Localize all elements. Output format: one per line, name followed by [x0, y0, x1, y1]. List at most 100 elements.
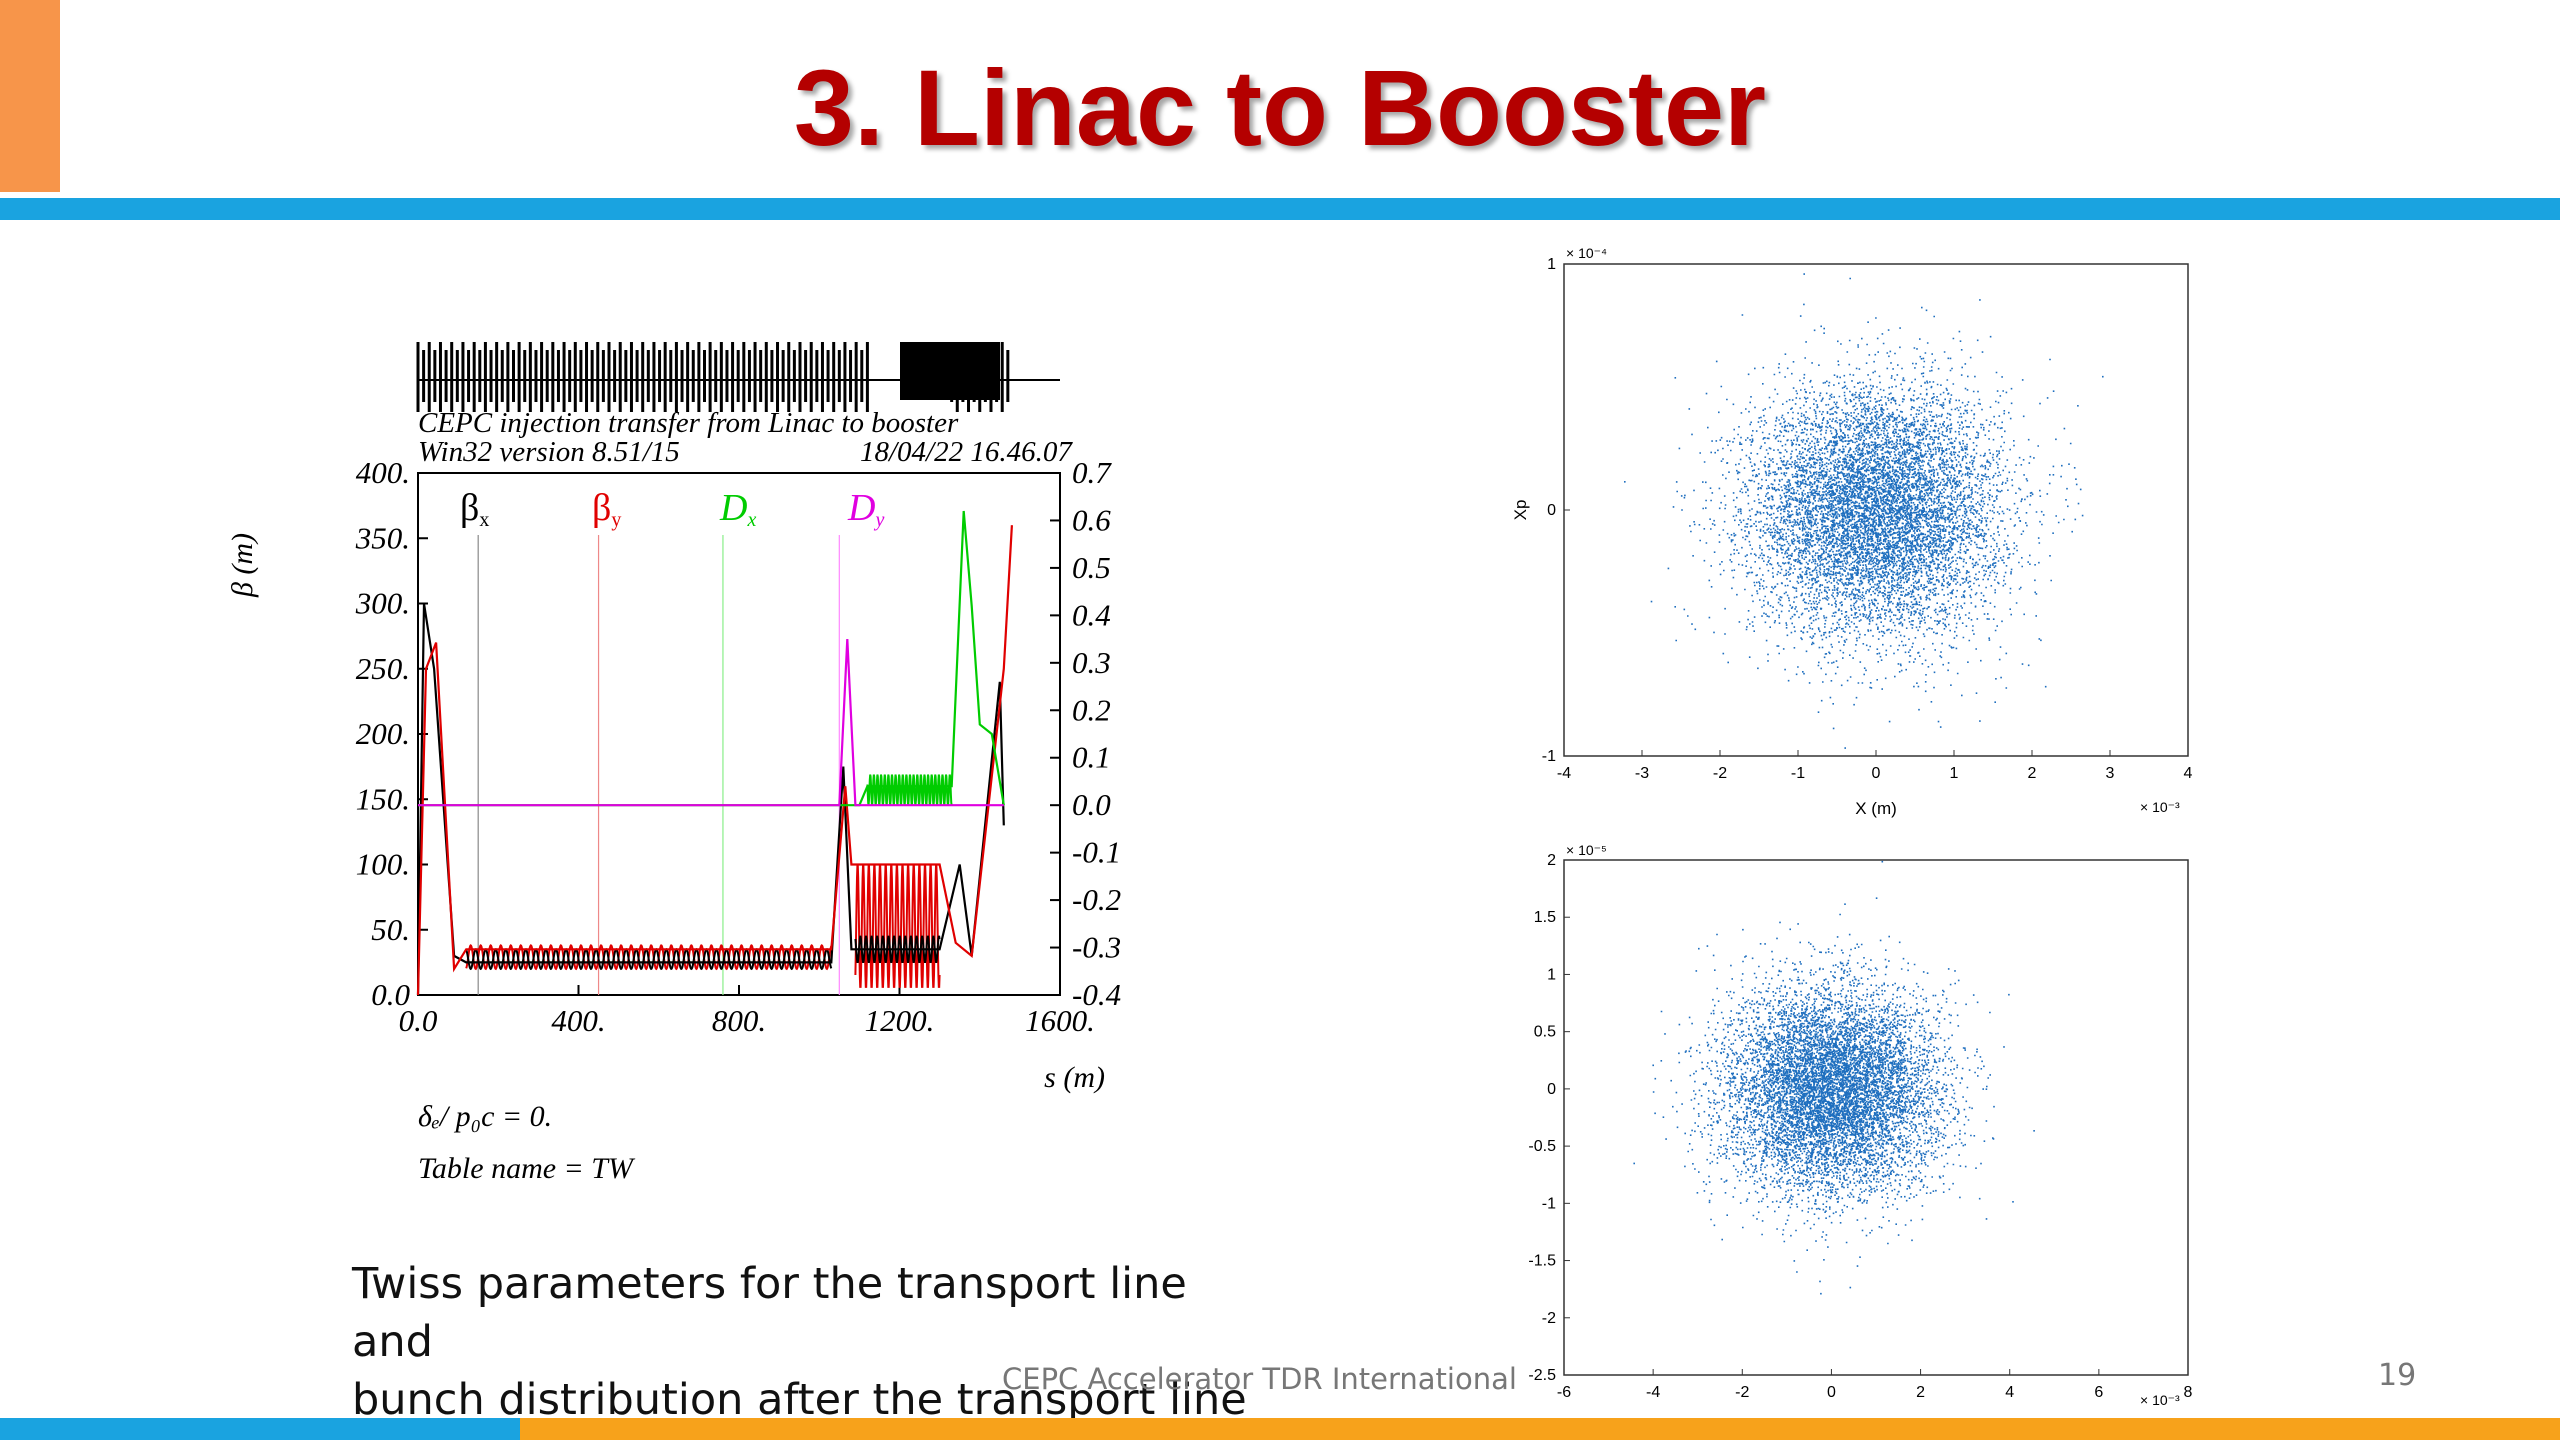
legend-d-x: Dx	[719, 487, 756, 531]
scatter-top-points	[1624, 273, 2104, 749]
right-tick-label: -0.4	[1072, 977, 1121, 1012]
twiss-line-bx-fodo	[854, 935, 941, 963]
scatter-y-tick-label: 2	[1547, 852, 1556, 869]
left-tick-label: 0.0	[371, 977, 410, 1012]
twiss-header-line2-left: Win32 version 8.51/15	[418, 436, 680, 468]
scatter-plot-top: -4 -3 -2 -1 0 1 2 3 4 1 0 -1 × 10⁻⁴ × 10⁻³ X (m) Xp	[1511, 245, 2193, 818]
title-rule	[0, 198, 2560, 220]
scatter-x-tick-label: -4	[1646, 1384, 1660, 1401]
scatter-x-tick-label: 4	[2005, 1384, 2014, 1401]
right-tick-label: 0.3	[1072, 645, 1111, 680]
scatter-top-ticks: -4 -3 -2 -1 0 1 2 3 4 1 0 -1	[1542, 256, 2193, 782]
lattice-strip	[416, 342, 1060, 412]
twiss-note-momentum: δₑ/ p₀c = 0.	[418, 1100, 552, 1133]
scatter-x-tick-label: -1	[1791, 765, 1805, 782]
twiss-line-by	[416, 525, 1013, 996]
x-tick-label: 1200.	[865, 1003, 935, 1038]
scatter-bottom-ticks: -6 -4 -2 0 2 4 6 8 2 1.5 1 0.5 0 -0.5 -1 -1.5 -2 -2.5	[1528, 852, 2192, 1401]
accent-tab	[0, 0, 60, 192]
right-tick-label: -0.3	[1072, 930, 1121, 965]
right-tick-label: -0.2	[1072, 882, 1121, 917]
scatter-y-tick-label: 0	[1547, 502, 1556, 519]
scatter-bottom-frame	[1563, 859, 2189, 1376]
left-tick-label: 300.	[355, 586, 410, 621]
scatter-x-tick-label: 0	[1827, 1384, 1836, 1401]
scatter-y-tick-label: 1	[1547, 256, 1556, 273]
right-tick-label: 0.1	[1072, 740, 1111, 775]
right-tick-label: -0.1	[1072, 835, 1121, 870]
slide-title: 3. Linac to Booster	[793, 47, 1767, 168]
scatter-top-x-label: X (m)	[1855, 799, 1897, 818]
scatter-x-tick-label: -2	[1735, 1384, 1749, 1401]
legend-beta-x: βx	[460, 487, 489, 531]
twiss-legend: βx βy Dx Dy	[460, 487, 884, 531]
twiss-note-table: Table name = TW	[418, 1152, 636, 1185]
caption-line-1: Twiss parameters for the transport line …	[352, 1259, 1187, 1367]
right-tick-label: 0.2	[1072, 692, 1111, 727]
x-tick-label: 800.	[712, 1003, 766, 1038]
x-tick-label: 0.0	[399, 1003, 438, 1038]
right-axis-ticks: 0.7 0.6 0.5 0.4 0.3 0.2 0.1 0.0 -0.1 -0.2 -0.3 -0.4	[1050, 455, 1121, 1012]
twiss-chart: CEPC injection transfer from Linac to bo…	[226, 342, 1121, 1185]
scatter-y-tick-label: -1	[1542, 748, 1556, 765]
scatter-x-tick-label: -2	[1713, 765, 1727, 782]
footer-text: CEPC Accelerator TDR International	[1002, 1362, 1517, 1396]
scatter-top-y-label: Xp	[1511, 500, 1530, 521]
scatter-y-tick-label: -1.5	[1528, 1253, 1556, 1270]
scatter-x-tick-label: 6	[2094, 1384, 2103, 1401]
caption-line-2: bunch distribution after the transport l…	[352, 1375, 1247, 1425]
scatter-x-tick-label: 2	[1916, 1384, 1925, 1401]
scatter-x-tick-label: 0	[1872, 765, 1881, 782]
right-tick-label: 0.4	[1072, 597, 1111, 632]
legend-beta-y: βy	[592, 487, 621, 531]
footer-bar-orange	[520, 1418, 2560, 1440]
x-tick-label: 400.	[551, 1003, 605, 1038]
scatter-top-y-multiplier: × 10⁻⁴	[1566, 245, 1607, 261]
scatter-x-tick-label: 3	[2106, 765, 2115, 782]
scatter-x-tick-label: 2	[2028, 765, 2037, 782]
left-tick-label: 200.	[356, 716, 410, 751]
scatter-top-frame	[1563, 263, 2189, 757]
right-tick-label: 0.6	[1072, 502, 1111, 537]
scatter-points-path	[1624, 273, 2104, 749]
right-tick-label: 0.7	[1072, 455, 1112, 490]
left-tick-label: 250.	[356, 651, 410, 686]
left-tick-label: 350.	[355, 520, 410, 555]
scatter-y-tick-label: 0	[1547, 1081, 1556, 1098]
scatter-top-x-multiplier: × 10⁻³	[2140, 799, 2180, 815]
slide-caption: Twiss parameters for the transport line …	[352, 1255, 1252, 1429]
scatter-y-tick-label: 1	[1547, 966, 1556, 983]
x-tick-label: 1600.	[1025, 1003, 1095, 1038]
x-axis-ticks: 0.0 400. 800. 1200. 1600.	[399, 985, 1095, 1038]
twiss-plot-frame	[417, 472, 1061, 996]
scatter-x-tick-label: -4	[1557, 765, 1571, 782]
twiss-line-bx-fodo	[465, 948, 833, 971]
scatter-bottom-y-multiplier: × 10⁻⁵	[1566, 842, 1607, 858]
scatter-y-tick-label: 0.5	[1534, 1024, 1556, 1041]
twiss-header-line2-right: 18/04/22 16.46.07	[860, 436, 1073, 468]
scatter-bottom-x-multiplier: × 10⁻³	[2140, 1392, 2180, 1408]
left-tick-label: 150.	[356, 781, 410, 816]
twiss-line-dx-ripple	[866, 774, 953, 806]
scatter-x-tick-label: -6	[1557, 1384, 1571, 1401]
scatter-x-tick-label: -3	[1635, 765, 1649, 782]
twiss-line-dx	[418, 510, 1005, 807]
scatter-y-tick-label: -0.5	[1528, 1138, 1556, 1155]
x-axis-label: s (m)	[1044, 1061, 1105, 1094]
twiss-header-line1: CEPC injection transfer from Linac to bo…	[418, 407, 959, 439]
scatter-y-tick-label: -1	[1542, 1195, 1556, 1212]
twiss-line-by-fodo	[854, 865, 941, 988]
footer-bar-blue	[0, 1418, 520, 1440]
scatter-x-tick-label: 8	[2184, 1384, 2193, 1401]
right-tick-label: 0.0	[1072, 787, 1111, 822]
scatter-y-tick-label: -2.5	[1528, 1367, 1556, 1384]
scatter-y-tick-label: 1.5	[1534, 909, 1556, 926]
twiss-curves	[416, 510, 1013, 996]
scatter-y-tick-label: -2	[1542, 1310, 1556, 1327]
left-tick-label: 100.	[356, 847, 410, 882]
right-tick-label: 0.5	[1072, 550, 1111, 585]
scatter-x-tick-label: 1	[1950, 765, 1959, 782]
twiss-line-dy	[418, 639, 1004, 807]
scatter-x-tick-label: 4	[2184, 765, 2193, 782]
legend-d-y: Dy	[847, 487, 884, 531]
